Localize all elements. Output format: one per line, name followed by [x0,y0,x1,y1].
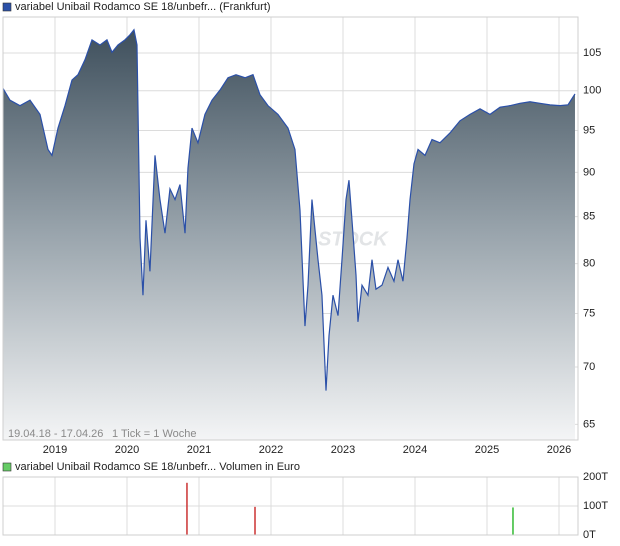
y-tick-label: 90 [583,166,595,178]
y-tick-label: 95 [583,124,595,136]
legend-swatch [2,2,12,12]
y-tick-label: 75 [583,307,595,319]
x-tick-label: 2024 [403,444,427,456]
annotation: 19.04.18 - 17.04.26 [8,428,103,440]
x-tick-label: 2023 [331,444,355,456]
plot-frame [2,16,579,441]
plot-frame [2,476,579,536]
y-tick-label: 200T [583,471,608,483]
y-tick-label: 100 [583,85,601,97]
legend-swatch [2,462,12,472]
x-tick-label: 2019 [43,444,67,456]
price-area [3,29,575,441]
y-tick-label: 0T [583,529,596,541]
y-tick-label: 80 [583,257,595,269]
y-tick-label: 105 [583,47,601,59]
volume-bar [512,507,514,535]
volume-bar [186,482,188,535]
annotation: 1 Tick = 1 Woche [112,428,196,440]
y-tick-label: 85 [583,211,595,223]
price-line [2,28,576,391]
volume-bar [254,506,256,535]
x-tick-label: 2025 [475,444,499,456]
y-tick-label: 100T [583,500,608,512]
x-tick-label: 2020 [115,444,139,456]
legend-label: variabel Unibail Rodamco SE 18/unbefr...… [15,461,300,473]
x-tick-label: 2022 [259,444,283,456]
legend-label: variabel Unibail Rodamco SE 18/unbefr...… [15,1,271,13]
x-tick-label: 2021 [187,444,211,456]
x-tick-label: 2026 [547,444,571,456]
y-tick-label: 70 [583,361,595,373]
y-tick-label: 65 [583,418,595,430]
